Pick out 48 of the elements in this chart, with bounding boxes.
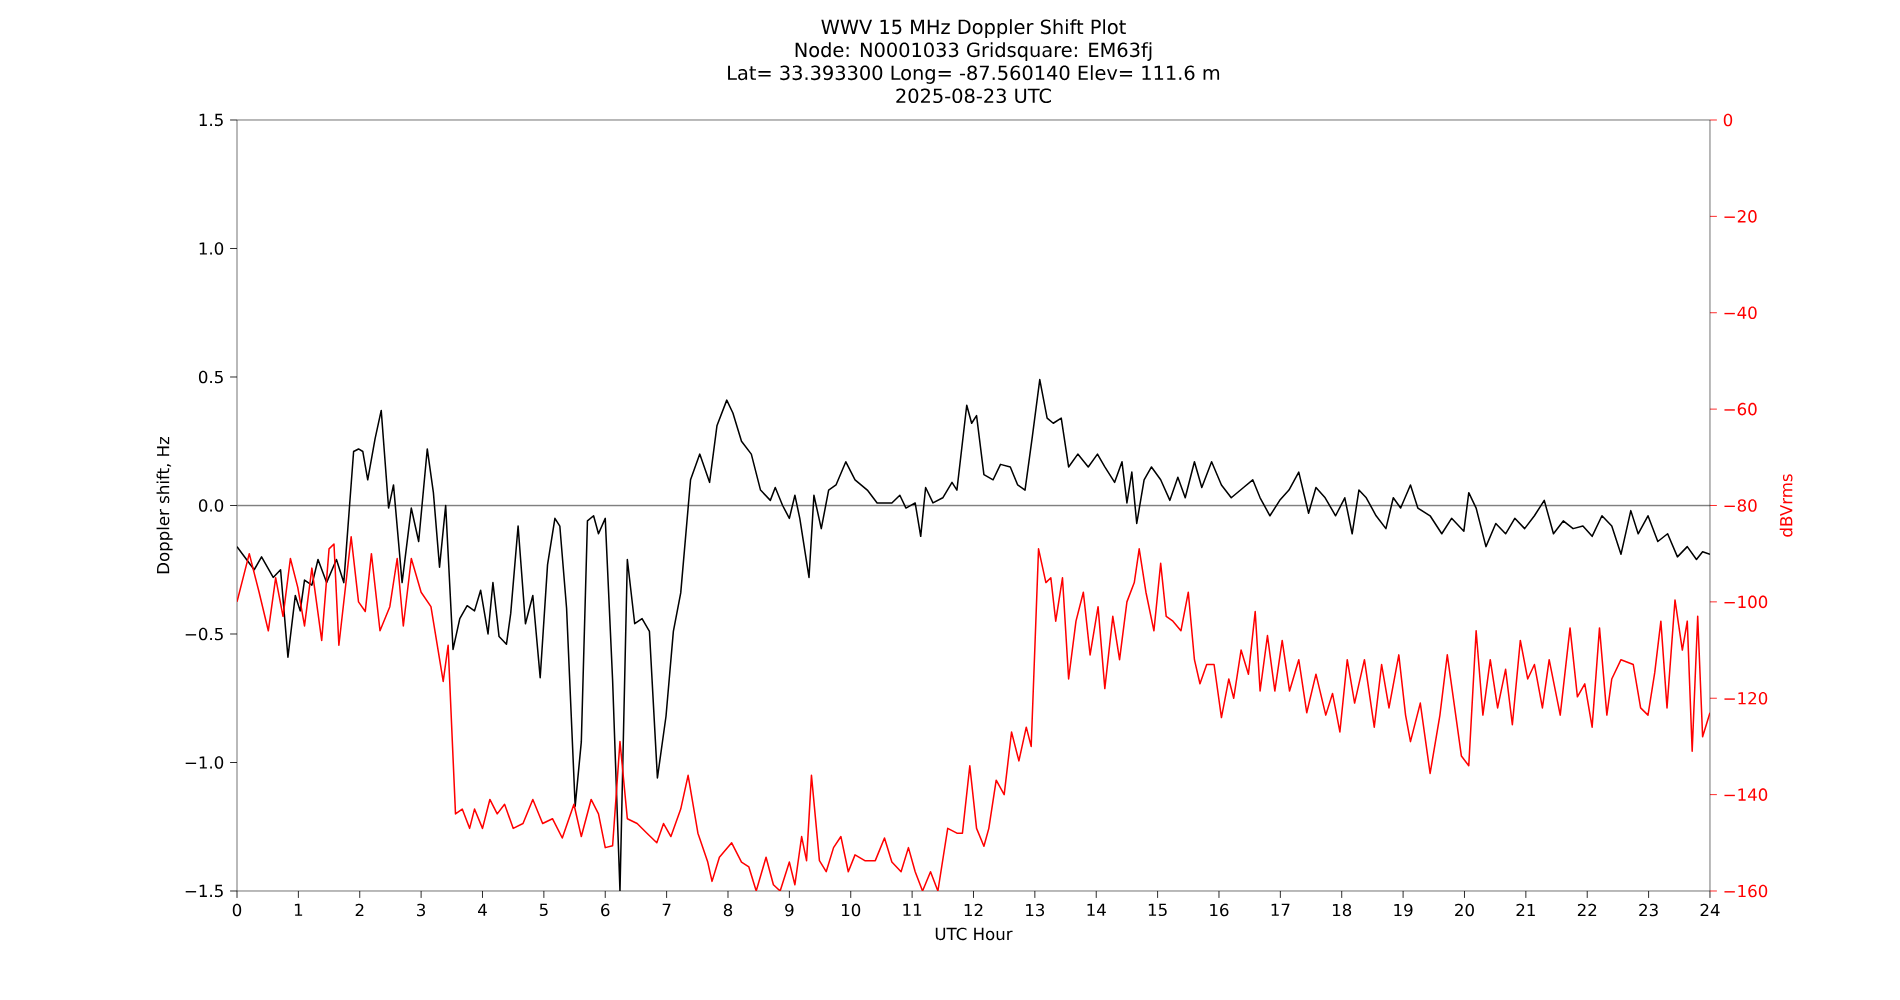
x-tick-label: 2 — [355, 903, 364, 917]
x-tick-label: 14 — [1087, 903, 1106, 916]
y-tick-label: −0.5 — [185, 627, 223, 641]
x-axis-title: UTC Hour — [935, 927, 1013, 941]
y-tick-label: 0.5 — [198, 370, 223, 384]
chart-title: WWV 15 MHz Doppler Shift Plot — [821, 19, 1126, 38]
text: 2025-08-23 UTC — [896, 88, 1051, 104]
x-tick-label: 0 — [232, 903, 242, 917]
x-tick-label: 23 — [1639, 903, 1658, 917]
y2-tick-label: −60 — [1724, 402, 1757, 416]
y2-tick-label: −20 — [1724, 210, 1757, 223]
x-tick-label: 18 — [1332, 903, 1352, 917]
y2-tick-label: −100 — [1724, 595, 1768, 609]
y-tick-label: 1.5 — [199, 113, 223, 127]
x-tick-label: 16 — [1210, 903, 1229, 917]
x-tick-label: 20 — [1455, 903, 1474, 917]
x-tick-label: 22 — [1577, 903, 1597, 917]
y2-axis-title: dBVrms — [1779, 474, 1793, 537]
x-tick-label: 11 — [903, 903, 922, 916]
x-tick-label: 4 — [478, 903, 487, 916]
y2-tick-label: 0 — [1723, 113, 1733, 127]
x-tick-label: 6 — [601, 903, 610, 917]
x-tick-label: 10 — [842, 903, 861, 917]
y2-tick-label: −80 — [1724, 499, 1757, 512]
x-tick-label: 7 — [662, 903, 671, 916]
x-tick-label: 13 — [1026, 903, 1045, 917]
x-tick-label: 1 — [294, 903, 303, 916]
x-tick-label: 17 — [1271, 903, 1290, 916]
text: Lat= 33.393300 Long= -87.560140 Elev= 111.6 m — [728, 65, 1220, 84]
x-tick-label: 15 — [1148, 903, 1167, 917]
x-tick-label: 5 — [539, 903, 548, 917]
y2-tick-label: −120 — [1724, 691, 1768, 705]
x-tick-label: 19 — [1394, 903, 1413, 917]
x-tick-label: 3 — [417, 903, 426, 917]
y-tick-label: −1.5 — [185, 884, 223, 898]
y-tick-label: 0.0 — [198, 499, 224, 512]
x-tick-label: 12 — [964, 903, 983, 917]
chart-subtitle: Node: N0001033 Gridsquare: EM63fj — [795, 42, 1152, 61]
y2-tick-label: −140 — [1724, 788, 1768, 801]
y2-tick-label: −160 — [1724, 884, 1768, 898]
x-tick-label: 9 — [785, 903, 794, 917]
x-tick-label: 21 — [1516, 903, 1535, 917]
x-tick-label: 8 — [723, 903, 733, 917]
y-axis-title: Doppler shift, Hz — [156, 436, 173, 574]
y-tick-label: −1.0 — [185, 756, 224, 769]
y2-tick-label: −40 — [1724, 306, 1757, 320]
y-tick-label: 1.0 — [199, 242, 224, 255]
x-tick-label: 24 — [1700, 903, 1720, 917]
